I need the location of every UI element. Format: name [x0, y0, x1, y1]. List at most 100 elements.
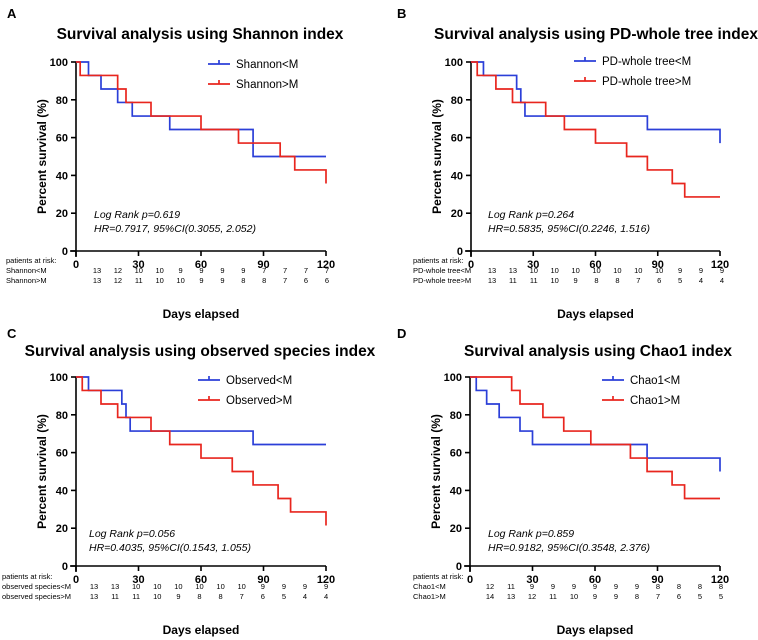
risk-count: 7 — [283, 276, 287, 285]
risk-count: 8 — [197, 592, 201, 601]
y-tick-label: 20 — [451, 208, 463, 220]
risk-count: 11 — [549, 592, 557, 601]
risk-count: 9 — [530, 582, 534, 591]
x-axis-title: Days elapsed — [557, 623, 634, 637]
risk-count: 8 — [719, 582, 723, 591]
y-tick-label: 100 — [50, 57, 68, 69]
legend-entry: Observed>M — [226, 395, 292, 407]
logrank-annotation: Log Rank p=0.056 — [89, 528, 175, 540]
hazard-ratio-annotation: HR=0.9182, 95%CI(0.3548, 2.376) — [488, 542, 650, 554]
y-tick-label: 40 — [56, 170, 68, 182]
legend-entry: Shannon<M — [236, 59, 298, 71]
x-tick-label: 120 — [317, 259, 335, 271]
x-tick-label: 30 — [527, 259, 539, 271]
panel-d: D Survival analysis using Chao1 index 0 20 4… — [397, 326, 732, 637]
risk-count: 12 — [114, 276, 122, 285]
x-tick-label: 90 — [257, 574, 269, 586]
y-tick-label: 0 — [457, 246, 463, 258]
legend-entry: PD-whole tree>M — [602, 76, 691, 88]
y-axis-title: Percent survival (%) — [35, 99, 49, 214]
y-tick-label: 40 — [451, 170, 463, 182]
risk-count: 8 — [615, 276, 619, 285]
risk-count: 11 — [507, 582, 515, 591]
risk-count: 8 — [219, 592, 223, 601]
risk-count: 8 — [241, 276, 245, 285]
risk-count: 7 — [304, 266, 308, 275]
risk-count: 13 — [90, 592, 98, 601]
x-axis-title: Days elapsed — [163, 623, 240, 637]
x-tick-label: 30 — [526, 574, 538, 586]
risk-count: 6 — [304, 276, 308, 285]
risk-count: 12 — [486, 582, 494, 591]
risk-count: 12 — [528, 592, 536, 601]
y-axis-title: Percent survival (%) — [430, 99, 444, 214]
risk-count: 10 — [551, 266, 559, 275]
risk-count: 9 — [614, 582, 618, 591]
risk-count: 13 — [488, 266, 496, 275]
risk-count: 4 — [303, 592, 307, 601]
risk-count: 9 — [635, 582, 639, 591]
risk-count: 8 — [635, 592, 639, 601]
x-tick-label: 90 — [651, 574, 663, 586]
risk-count: 10 — [195, 582, 203, 591]
chart-title: Survival analysis using Shannon index — [57, 26, 344, 43]
risk-count: 9 — [572, 582, 576, 591]
risk-count: 9 — [574, 276, 578, 285]
risk-count: 10 — [156, 276, 164, 285]
risk-count: 13 — [507, 592, 515, 601]
risk-count: 6 — [325, 276, 329, 285]
y-tick-label: 80 — [450, 410, 462, 422]
y-tick-label: 100 — [445, 57, 463, 69]
y-tick-label: 20 — [450, 523, 462, 535]
series-line-above-median — [470, 376, 720, 500]
panel-b: B Survival analysis using PD-whole tree i… — [397, 6, 758, 321]
x-tick-label: 0 — [468, 259, 474, 271]
y-tick-label: 60 — [56, 133, 68, 145]
risk-count: 13 — [90, 582, 98, 591]
y-tick-label: 40 — [56, 485, 68, 497]
risk-count: 7 — [656, 592, 660, 601]
risk-count: 9 — [303, 582, 307, 591]
risk-count: 10 — [176, 276, 184, 285]
panel-letter: C — [7, 326, 17, 341]
risk-row-label: Shannon<M — [6, 266, 47, 275]
risk-count: 9 — [199, 276, 203, 285]
risk-count: 6 — [677, 592, 681, 601]
risk-count: 11 — [132, 592, 140, 601]
x-tick-label: 0 — [467, 574, 473, 586]
risk-count: 10 — [634, 266, 642, 275]
risk-count: 12 — [114, 266, 122, 275]
risk-count: 10 — [216, 582, 224, 591]
legend-entry: Observed<M — [226, 375, 292, 387]
chart-title: Survival analysis using PD-whole tree in… — [434, 26, 758, 43]
risk-count: 10 — [132, 582, 140, 591]
y-tick-label: 0 — [62, 246, 68, 258]
risk-count: 9 — [614, 592, 618, 601]
risk-table-heading: patients at risk: — [413, 572, 463, 581]
series-line-above-median — [76, 376, 327, 526]
legend-entry: Chao1<M — [630, 375, 680, 387]
risk-count: 13 — [93, 266, 101, 275]
risk-table-heading: patients at risk: — [413, 256, 463, 265]
x-tick-label: 0 — [73, 259, 79, 271]
x-tick-label: 30 — [132, 574, 144, 586]
risk-count: 7 — [240, 592, 244, 601]
y-tick-label: 40 — [450, 485, 462, 497]
risk-count: 9 — [699, 266, 703, 275]
panel-letter: B — [397, 6, 406, 21]
risk-count: 9 — [261, 582, 265, 591]
panel-a: A Survival analysis using Shannon index 0 2… — [6, 6, 344, 321]
y-tick-label: 20 — [56, 208, 68, 220]
risk-count: 8 — [698, 582, 702, 591]
y-tick-label: 0 — [456, 561, 462, 573]
x-tick-label: 60 — [589, 259, 601, 271]
hazard-ratio-annotation: HR=0.7917, 95%CI(0.3055, 2.052) — [94, 223, 256, 235]
risk-count: 6 — [261, 592, 265, 601]
y-tick-label: 60 — [451, 133, 463, 145]
risk-count: 9 — [282, 582, 286, 591]
risk-count: 9 — [179, 266, 183, 275]
risk-count: 4 — [699, 276, 703, 285]
hazard-ratio-annotation: HR=0.4035, 95%CI(0.1543, 1.055) — [89, 542, 251, 554]
risk-count: 11 — [111, 592, 119, 601]
risk-row-label: Shannon>M — [6, 276, 47, 285]
